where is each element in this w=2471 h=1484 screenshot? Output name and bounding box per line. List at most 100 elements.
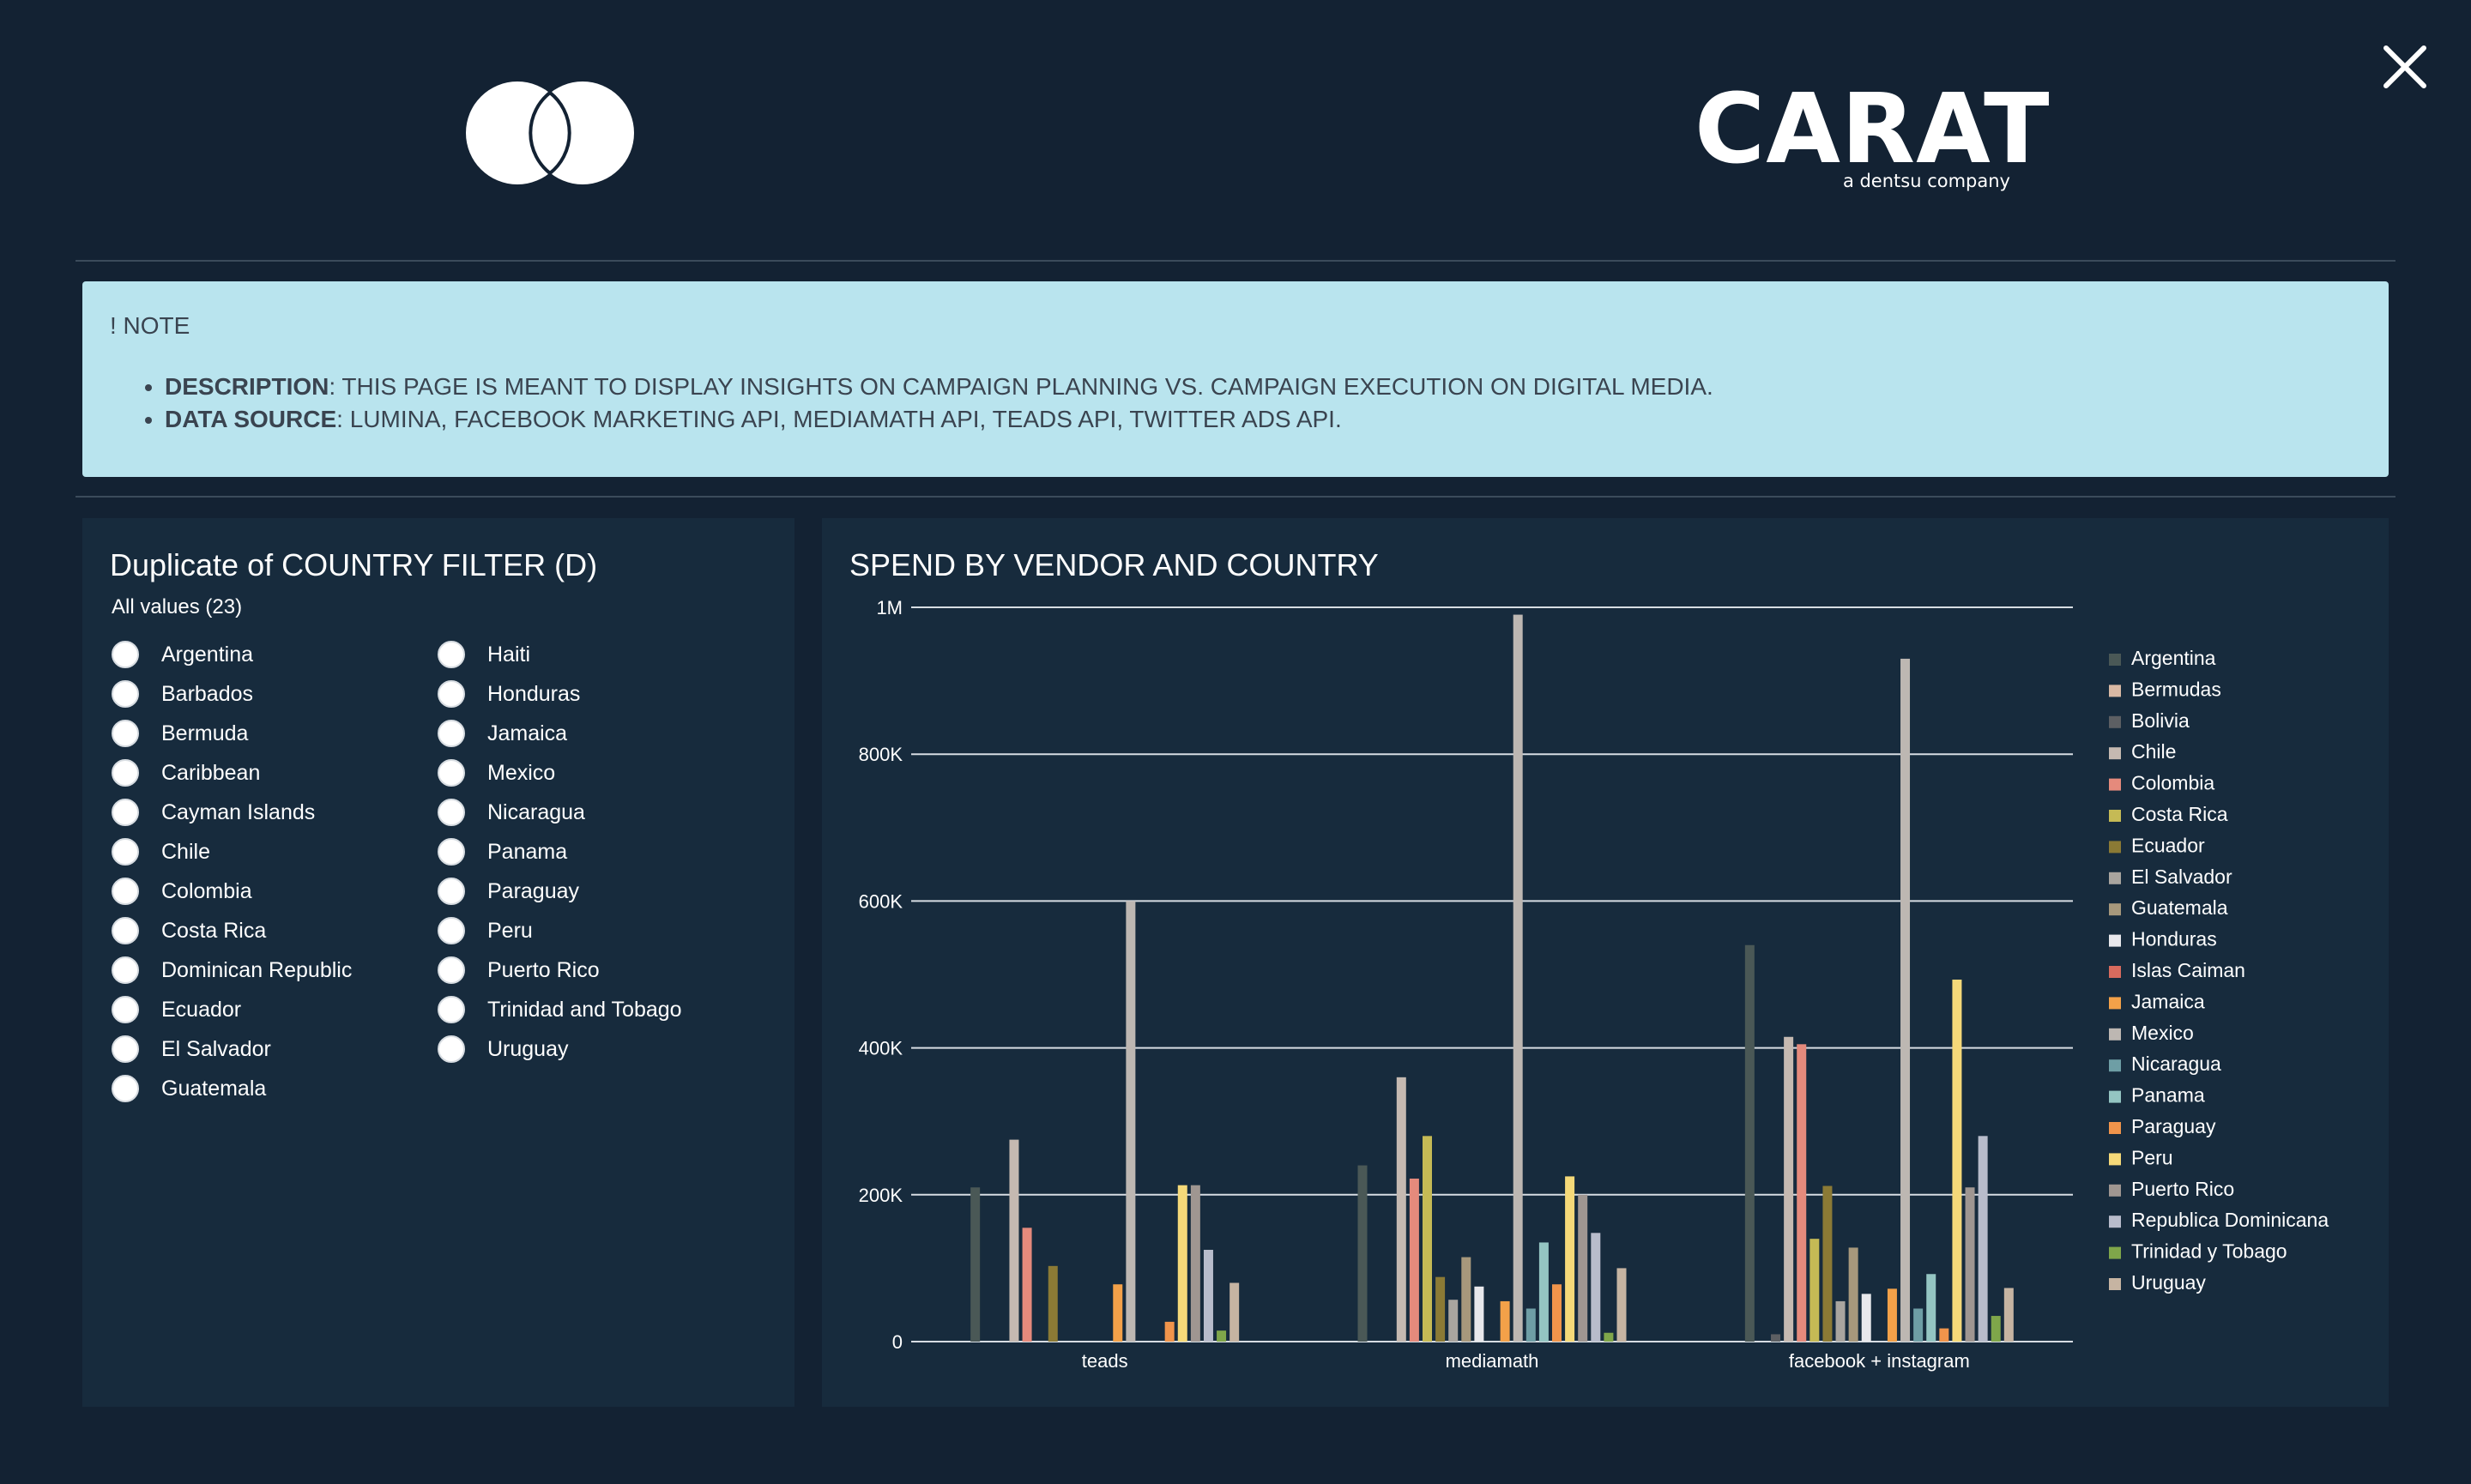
carat-logo-tagline: a dentsu company xyxy=(1842,171,2010,191)
country-radio-item[interactable]: Barbados xyxy=(112,674,352,714)
legend-label: Costa Rica xyxy=(2131,803,2228,825)
radio-button[interactable] xyxy=(112,878,139,905)
legend-swatch xyxy=(2109,841,2121,854)
legend-label: Guatemala xyxy=(2131,896,2228,919)
country-radio-item[interactable]: Uruguay xyxy=(438,1029,682,1069)
radio-button[interactable] xyxy=(438,956,465,984)
radio-button[interactable] xyxy=(438,799,465,826)
close-icon[interactable] xyxy=(2381,43,2429,91)
legend-swatch xyxy=(2109,685,2121,697)
legend-label: Nicaragua xyxy=(2131,1053,2221,1075)
radio-button[interactable] xyxy=(112,680,139,708)
radio-button[interactable] xyxy=(438,759,465,787)
country-radio-item[interactable]: Puerto Rico xyxy=(438,950,682,990)
legend-swatch xyxy=(2109,654,2121,666)
bar xyxy=(1190,1185,1200,1342)
legend-label: Panama xyxy=(2131,1084,2205,1107)
radio-button[interactable] xyxy=(438,917,465,944)
bar xyxy=(1835,1300,1846,1342)
carat-logo: CARAT a dentsu company xyxy=(1695,81,2050,193)
legend-swatch xyxy=(2109,1090,2121,1103)
bar xyxy=(1113,1284,1123,1342)
radio-button[interactable] xyxy=(112,1035,139,1063)
country-radio-item[interactable]: Panama xyxy=(438,832,682,872)
country-radio-item[interactable]: Cayman Islands xyxy=(112,793,352,832)
x-tick-label: teads xyxy=(1082,1350,1128,1372)
y-tick-label: 0 xyxy=(892,1331,903,1353)
radio-button[interactable] xyxy=(438,641,465,668)
bar xyxy=(1578,1194,1588,1342)
legend-swatch xyxy=(2109,997,2121,1010)
radio-button[interactable] xyxy=(438,720,465,747)
country-radio-item[interactable]: Caribbean xyxy=(112,753,352,793)
bar xyxy=(1126,901,1136,1342)
bar xyxy=(1900,658,1911,1342)
radio-button[interactable] xyxy=(112,799,139,826)
country-radio-item[interactable]: Dominican Republic xyxy=(112,950,352,990)
radio-button[interactable] xyxy=(112,917,139,944)
note-item-label: DATA SOURCE xyxy=(165,406,337,432)
bar xyxy=(1861,1294,1871,1342)
country-radio-item[interactable]: Argentina xyxy=(112,635,352,674)
y-tick-label: 200K xyxy=(859,1185,903,1206)
bar xyxy=(1474,1286,1484,1342)
legend-label: Republica Dominicana xyxy=(2131,1209,2329,1231)
bar xyxy=(1965,1187,1975,1342)
bar xyxy=(970,1187,981,1342)
legend-label: Uruguay xyxy=(2131,1271,2206,1294)
legend-label: Islas Caiman xyxy=(2131,959,2245,981)
country-radio-item[interactable]: Ecuador xyxy=(112,990,352,1029)
legend-label: Jamaica xyxy=(2131,990,2205,1012)
country-radio-item[interactable]: El Salvador xyxy=(112,1029,352,1069)
filter-title: Duplicate of COUNTRY FILTER (D) xyxy=(110,547,598,582)
legend-label: Argentina xyxy=(2131,647,2216,669)
country-radio-item[interactable]: Jamaica xyxy=(438,714,682,753)
top-divider xyxy=(76,260,2395,262)
legend-swatch xyxy=(2109,715,2121,728)
legend-swatch xyxy=(2109,1278,2121,1290)
legend-label: Trinidad y Tobago xyxy=(2131,1240,2287,1263)
legend-label: Bermudas xyxy=(2131,678,2221,700)
radio-label: Bermuda xyxy=(161,721,249,745)
radio-button[interactable] xyxy=(112,759,139,787)
radio-button[interactable] xyxy=(438,680,465,708)
country-radio-item[interactable]: Costa Rica xyxy=(112,911,352,950)
radio-label: Haiti xyxy=(487,642,531,667)
radio-button[interactable] xyxy=(112,956,139,984)
middle-divider xyxy=(76,496,2395,498)
country-radio-item[interactable]: Chile xyxy=(112,832,352,872)
radio-button[interactable] xyxy=(438,838,465,866)
country-radio-item[interactable]: Colombia xyxy=(112,872,352,911)
country-radio-item[interactable]: Mexico xyxy=(438,753,682,793)
country-radio-item[interactable]: Haiti xyxy=(438,635,682,674)
country-radio-item[interactable]: Nicaragua xyxy=(438,793,682,832)
legend-swatch xyxy=(2109,1246,2121,1259)
country-radio-item[interactable]: Guatemala xyxy=(112,1069,352,1108)
radio-button[interactable] xyxy=(438,1035,465,1063)
bar xyxy=(1396,1077,1406,1342)
radio-button[interactable] xyxy=(438,996,465,1023)
radio-button[interactable] xyxy=(112,1075,139,1102)
country-radio-item[interactable]: Paraguay xyxy=(438,872,682,911)
legend-swatch xyxy=(2109,747,2121,760)
radio-button[interactable] xyxy=(112,720,139,747)
spend-bar-chart: 0 200K 400K 600K 800K 1M teads mediamath faceboo… xyxy=(859,597,2329,1372)
country-radio-item[interactable]: Trinidad and Tobago xyxy=(438,990,682,1029)
radio-button[interactable] xyxy=(112,996,139,1023)
radio-button[interactable] xyxy=(112,838,139,866)
note-item-text: : THIS PAGE IS MEANT TO DISPLAY INSIGHTS… xyxy=(329,373,1713,400)
legend-label: Puerto Rico xyxy=(2131,1178,2234,1200)
radio-button[interactable] xyxy=(112,641,139,668)
radio-button[interactable] xyxy=(438,878,465,905)
bar xyxy=(1991,1316,2001,1342)
country-radio-item[interactable]: Honduras xyxy=(438,674,682,714)
bar xyxy=(1164,1321,1175,1342)
radio-label: Puerto Rico xyxy=(487,957,600,982)
legend-label: Colombia xyxy=(2131,772,2214,794)
bar xyxy=(1822,1185,1833,1342)
bar xyxy=(1513,614,1523,1342)
country-radio-item[interactable]: Peru xyxy=(438,911,682,950)
bar xyxy=(1448,1300,1459,1342)
bar xyxy=(1744,944,1755,1342)
country-radio-item[interactable]: Bermuda xyxy=(112,714,352,753)
